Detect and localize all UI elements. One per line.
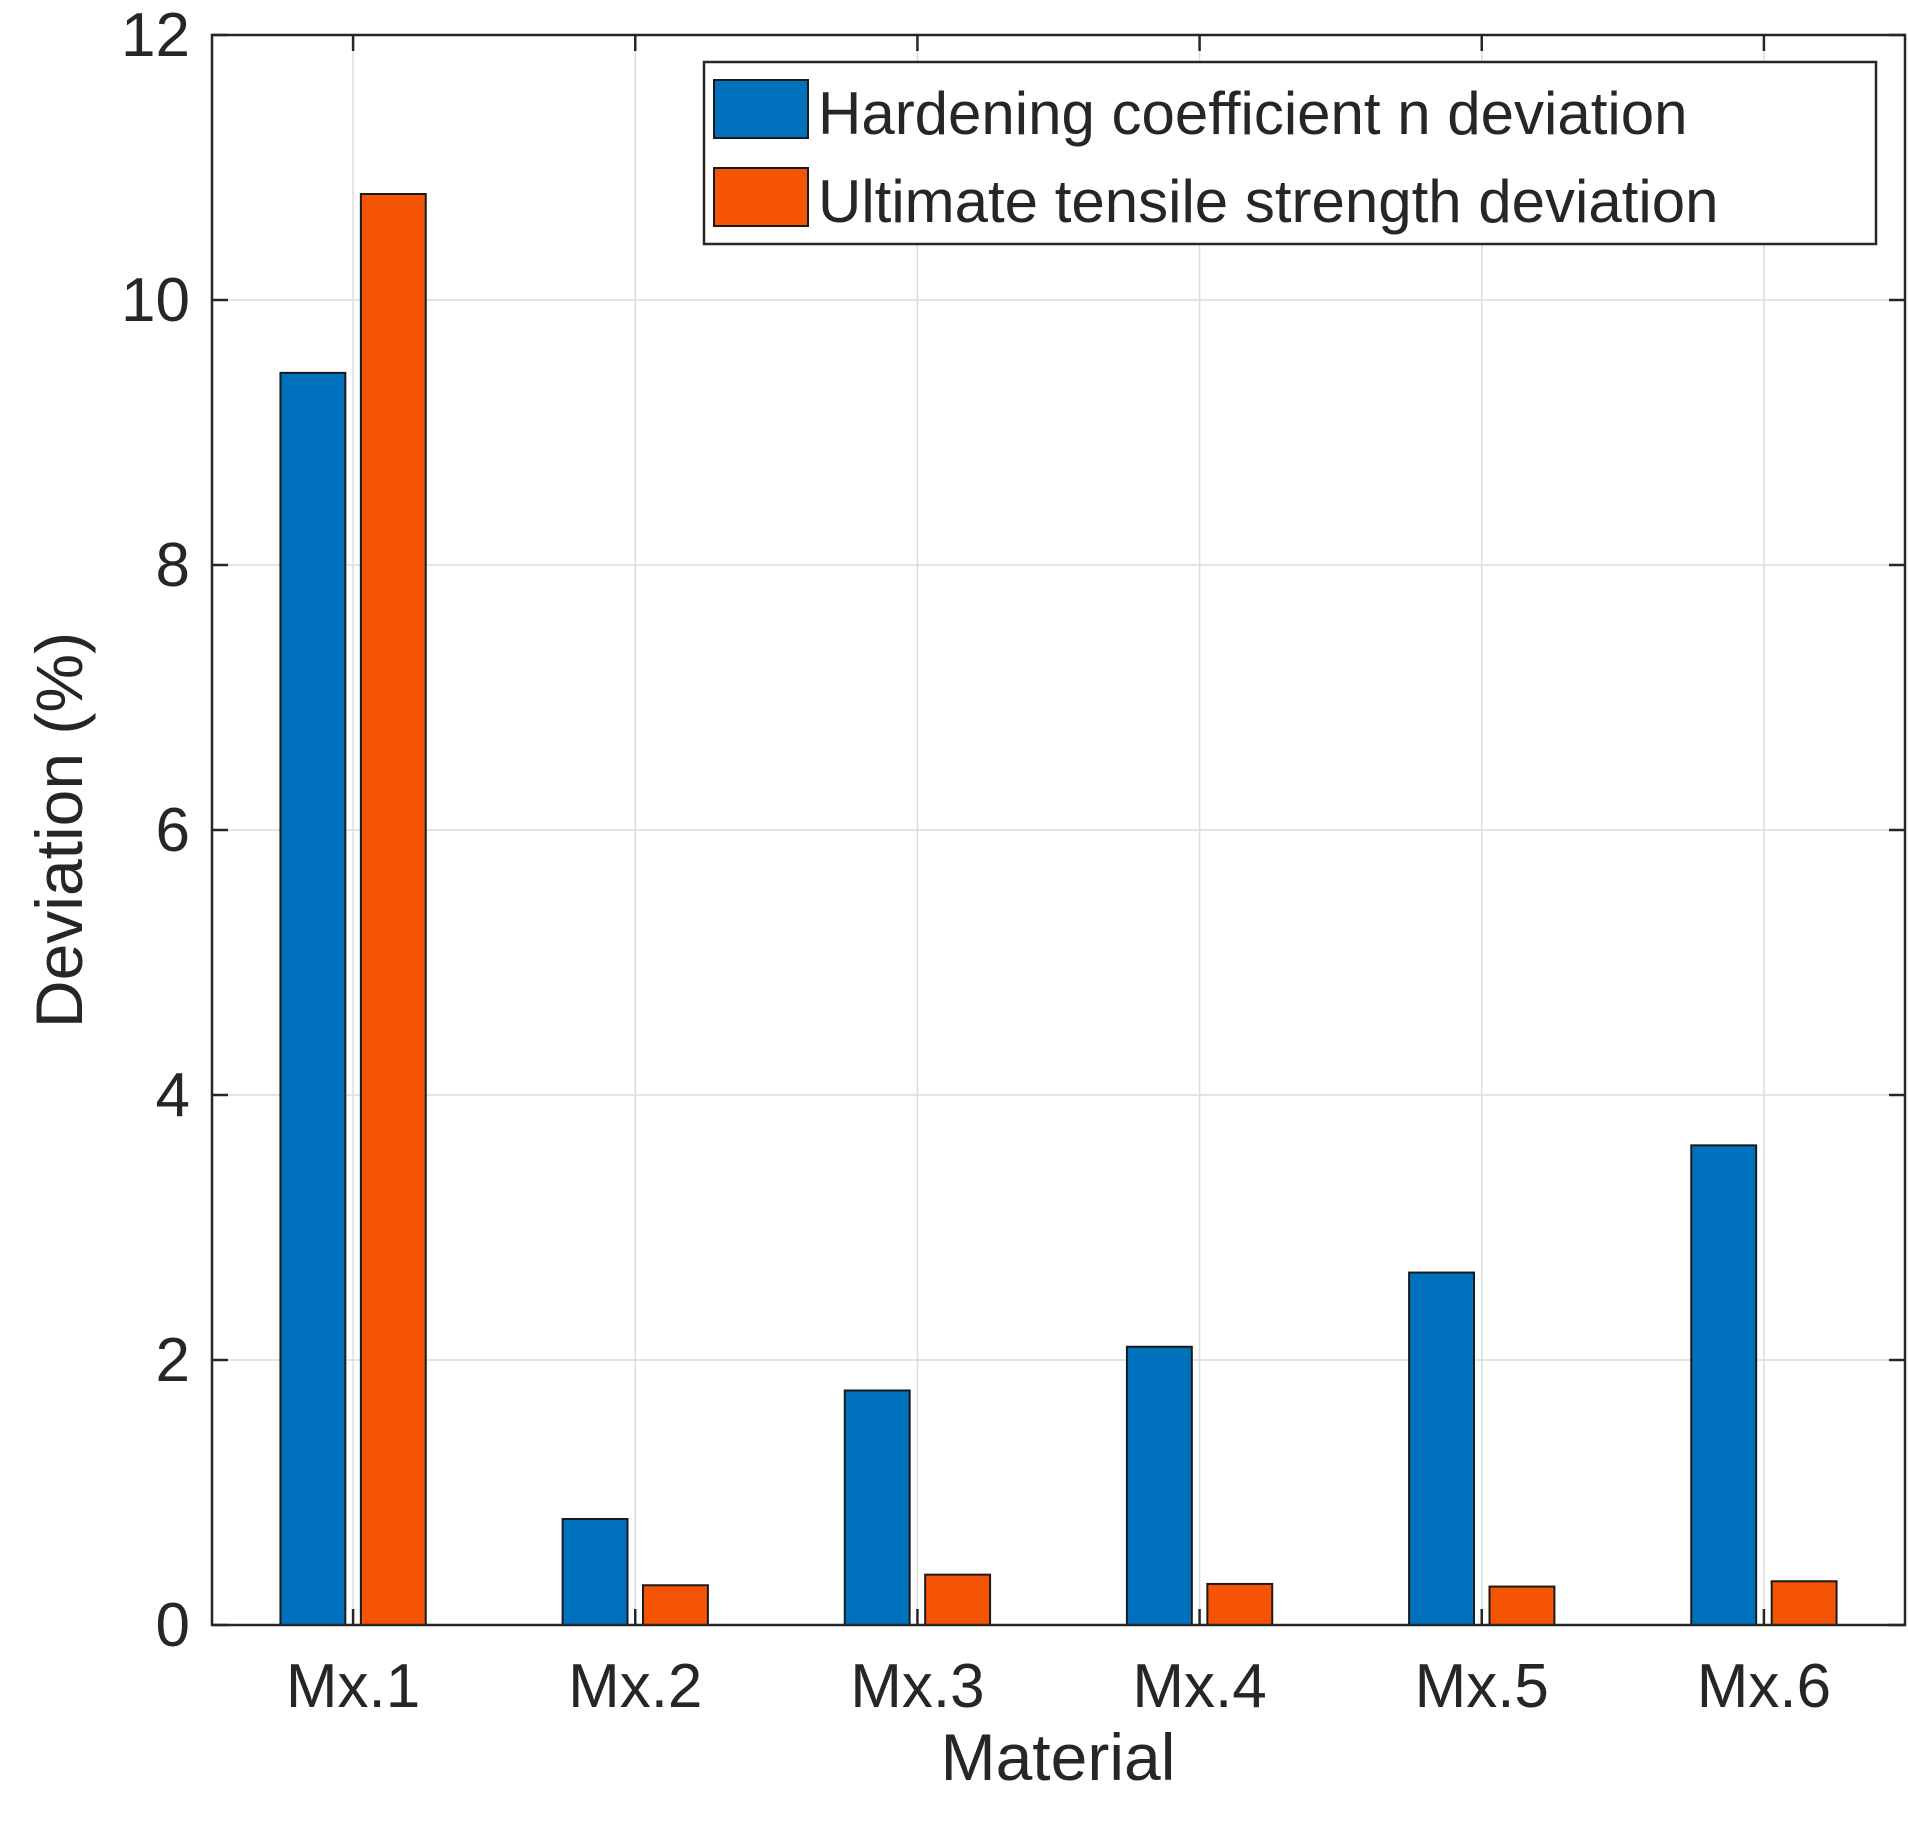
tick-labels: 0 2 4 6 8 10 12 Mx.1 Mx.2 Mx.3 Mx.4 Mx.5 Mx.6 [121, 1, 1831, 1721]
x-tick-label: Mx.2 [568, 1652, 702, 1721]
y-tick-label: 8 [156, 531, 190, 600]
bar-ultimate-tensile-mx5 [1488, 1585, 1556, 1626]
bar-hardening-mx2 [561, 1518, 629, 1626]
x-tick-label: Mx.5 [1415, 1652, 1549, 1721]
bar-ultimate-tensile-mx2 [642, 1584, 709, 1626]
x-tick-label: Mx.4 [1132, 1652, 1266, 1721]
bars [279, 193, 1838, 1627]
legend-label-ultimate-tensile: Ultimate tensile strength deviation [818, 168, 1718, 235]
legend-swatch-ultimate-tensile [713, 167, 809, 227]
bar-ultimate-tensile-mx1 [359, 193, 427, 1626]
legend-label-hardening: Hardening coefficient n deviation [818, 80, 1687, 147]
legend-box [702, 60, 1878, 246]
bar-ultimate-tensile-mx6 [1770, 1580, 1838, 1627]
y-axis-title: Deviation (%) [22, 632, 96, 1028]
bar-hardening-mx5 [1408, 1271, 1475, 1627]
bar-hardening-mx6 [1690, 1144, 1758, 1626]
grid [212, 35, 1905, 1625]
bar-hardening-mx3 [843, 1389, 911, 1626]
legend-swatch-hardening [713, 79, 809, 139]
legend: Hardening coefficient n deviation Ultima… [702, 60, 1878, 246]
x-axis-title: Material [941, 1720, 1176, 1794]
y-tick-label: 12 [121, 1, 190, 70]
bar-hardening-mx4 [1125, 1345, 1193, 1626]
x-tick-label: Mx.6 [1697, 1652, 1831, 1721]
bar-ultimate-tensile-mx4 [1206, 1582, 1274, 1627]
y-tick-label: 10 [121, 266, 190, 335]
x-tick-label: Mx.3 [850, 1652, 984, 1721]
axis-ticks [212, 33, 1905, 1627]
bar-hardening-mx1 [279, 371, 347, 1626]
x-tick-label: Mx.1 [286, 1652, 420, 1721]
y-tick-label: 0 [156, 1591, 190, 1660]
y-tick-label: 4 [156, 1061, 190, 1130]
bar-ultimate-tensile-mx3 [924, 1573, 992, 1627]
y-tick-label: 6 [156, 796, 190, 865]
y-tick-label: 2 [156, 1326, 190, 1395]
